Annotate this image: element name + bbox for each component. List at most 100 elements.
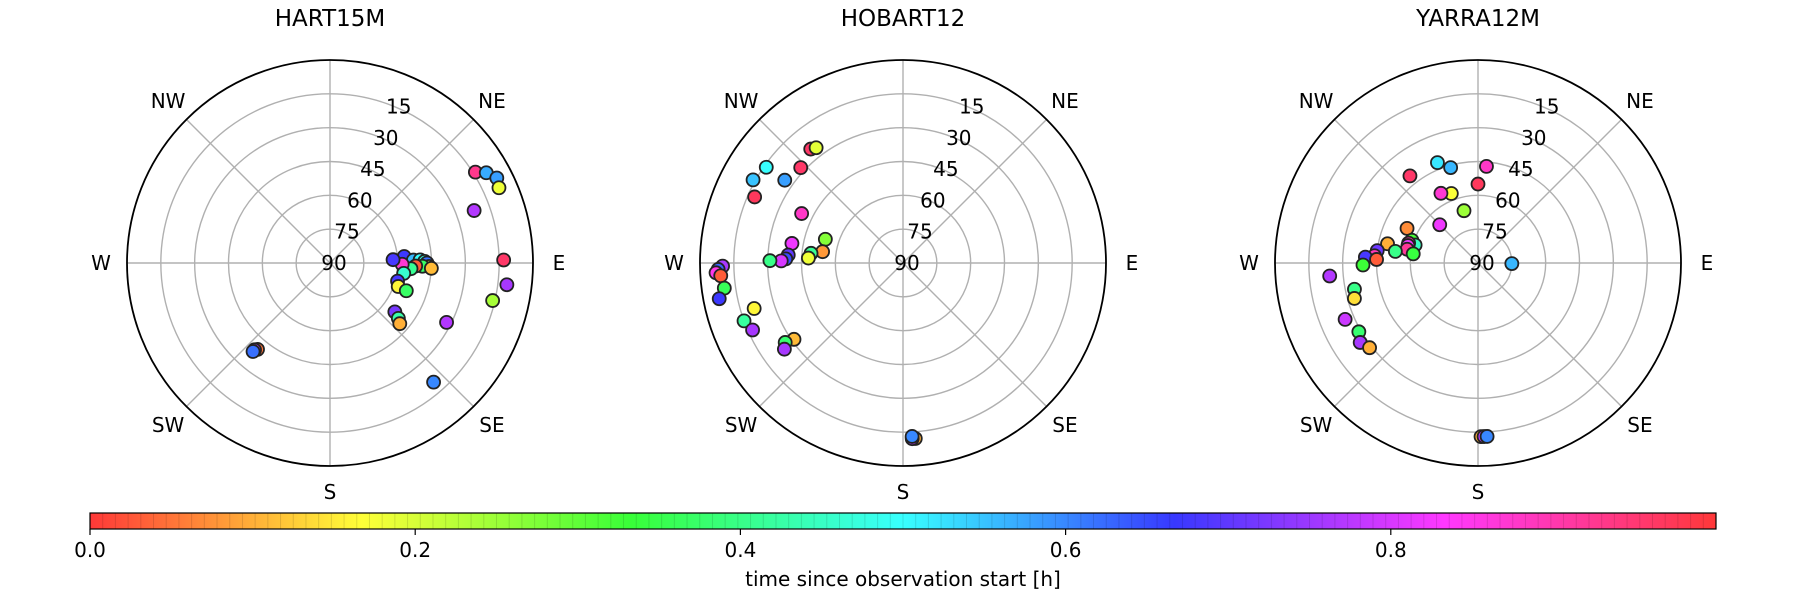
radial-tick-label: 15 <box>959 95 984 119</box>
polar-boundary <box>1274 59 1682 467</box>
data-point <box>392 316 408 332</box>
data-point <box>736 313 752 329</box>
radial-tick-label: 45 <box>360 157 385 181</box>
radial-tick-label: 90 <box>321 251 346 275</box>
direction-label: SW <box>725 413 758 437</box>
data-point <box>491 180 507 196</box>
data-point <box>777 172 793 188</box>
data-point <box>499 277 515 293</box>
data-point <box>747 189 763 205</box>
radial-tick-label: 75 <box>334 220 359 244</box>
colorbar-gradient <box>89 512 1717 530</box>
data-point <box>1443 160 1459 176</box>
colorbar-ticks: 0.0 0.2 0.4 0.6 0.8 <box>74 513 1704 562</box>
colorbar-tick-label: 0.8 <box>1375 538 1407 562</box>
colorbar-tick-label: 0.6 <box>1050 538 1082 562</box>
direction-label: NE <box>478 89 506 113</box>
radial-tick-label: 30 <box>946 126 971 150</box>
direction-label: NW <box>1299 89 1334 113</box>
polar-panel-yarra12m: YARRA12M 15 30 45 60 75 90 NE E SE S SW W NW <box>1239 6 1713 504</box>
data-point <box>1432 217 1448 233</box>
data-point <box>758 159 774 175</box>
data-point <box>1337 312 1353 327</box>
data-point <box>1504 256 1520 271</box>
data-point <box>817 231 833 247</box>
data-point <box>385 252 401 268</box>
direction-label: E <box>1126 251 1139 275</box>
direction-label: W <box>664 251 684 275</box>
radial-tick-label: 75 <box>1482 220 1507 244</box>
data-point <box>1402 168 1418 184</box>
direction-label: NE <box>1051 89 1079 113</box>
data-point <box>426 374 441 390</box>
direction-label: SE <box>1052 413 1077 437</box>
data-point <box>496 252 512 268</box>
data-point <box>746 301 762 316</box>
direction-label: E <box>1701 251 1714 275</box>
data-point <box>793 160 809 176</box>
radial-tick-label: 90 <box>894 251 919 275</box>
data-point <box>1322 268 1338 284</box>
grid-spoke <box>902 118 1048 264</box>
data-point <box>776 341 792 357</box>
radial-tick-label: 15 <box>1534 95 1559 119</box>
data-point <box>466 203 482 218</box>
grid-spoke <box>185 118 331 264</box>
direction-label: S <box>324 480 337 504</box>
chart-title: HOBART12 <box>841 6 966 32</box>
grid-spoke <box>758 118 904 264</box>
data-point <box>1347 291 1362 306</box>
data-point <box>1479 429 1495 444</box>
direction-label: E <box>553 251 566 275</box>
direction-label: W <box>91 251 111 275</box>
radial-tick-label: 30 <box>1521 126 1546 150</box>
data-point <box>1405 246 1421 262</box>
radial-tick-label: 60 <box>347 188 372 212</box>
radial-tick-label: 60 <box>920 188 945 212</box>
data-point <box>1479 158 1494 174</box>
data-point <box>1430 155 1445 171</box>
direction-label: S <box>897 480 910 504</box>
data-point <box>1456 203 1472 219</box>
colorbar-tick-label: 0.2 <box>399 538 431 562</box>
grid-spoke <box>1333 118 1479 264</box>
direction-label: NW <box>724 89 759 113</box>
grid-spoke <box>1477 118 1623 264</box>
direction-label: NE <box>1626 89 1654 113</box>
data-point <box>808 140 824 156</box>
radial-tick-label: 45 <box>1508 157 1533 181</box>
chart-title: HART15M <box>275 6 386 32</box>
data-point <box>423 260 439 276</box>
grid-spoke <box>902 262 1048 408</box>
data-point <box>1369 252 1384 267</box>
data-point <box>1470 176 1486 192</box>
grid-spoke <box>1477 262 1623 408</box>
grid-spoke <box>329 118 475 264</box>
grid-spoke <box>185 262 331 408</box>
direction-label: SW <box>1300 413 1333 437</box>
data-point <box>713 268 729 284</box>
polar-panel-hart15m: HART15M 15 30 45 60 75 90 NE E SE S SW W NW <box>91 6 565 504</box>
grid-spoke <box>758 262 904 408</box>
colorbar-label: time since observation start [h] <box>745 567 1061 591</box>
data-point <box>745 322 760 338</box>
direction-label: S <box>1472 480 1485 504</box>
data-point <box>1355 257 1371 273</box>
data-point <box>1433 185 1449 201</box>
direction-label: NW <box>151 89 186 113</box>
chart-title: YARRA12M <box>1415 6 1540 32</box>
data-point <box>1387 243 1403 259</box>
data-point <box>794 206 810 221</box>
radial-tick-label: 90 <box>1469 251 1494 275</box>
data-point <box>398 283 414 299</box>
data-point <box>745 172 761 188</box>
direction-label: SE <box>479 413 504 437</box>
radial-tick-label: 75 <box>907 220 932 244</box>
radial-tick-label: 45 <box>933 157 958 181</box>
polar-panel-hobart12: HOBART12 15 30 45 60 75 90 NE E SE S SW W NW <box>664 6 1138 504</box>
polar-boundary <box>699 59 1107 467</box>
data-point <box>800 250 816 266</box>
colorbar: 0.0 0.2 0.4 0.6 0.8 time since observation s… <box>74 512 1717 591</box>
radial-tick-label: 15 <box>386 95 411 119</box>
